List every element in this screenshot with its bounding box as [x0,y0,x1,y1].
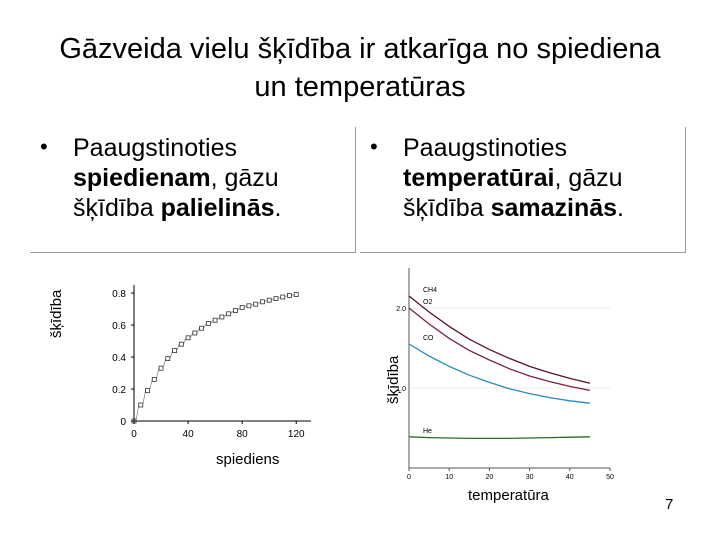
series-label: CH4 [423,287,437,294]
series-line [408,436,590,440]
text-part: , gāzu šķīdība [73,164,279,222]
connector [203,323,207,329]
x-tick-label: 40 [183,429,195,440]
text-part: . [617,194,624,222]
y-tick-label: 0.4 [112,353,126,364]
connector [183,337,187,345]
bullet-text-temperature: Paaugstinoties temperatūrai, gāzu šķīdīb… [403,133,683,223]
connector [284,295,288,298]
connector [155,368,160,380]
text-bold: palielinās [160,194,275,222]
x-tick-label: 0 [131,429,137,440]
series-label: He [423,428,432,435]
x-tick-label: 10 [445,474,453,481]
x-axis-label: spiediens [216,451,280,468]
x-tick-label: 20 [486,474,494,481]
y-tick-label: 2.0 [396,306,406,313]
slide-title: Gāzveida vielu šķīdība ir atkarīga no sp… [59,33,661,103]
text-bold: temperatūrai [403,164,555,192]
y-tick-label: 0 [120,417,126,428]
connector [257,301,261,305]
series-line [408,343,590,404]
connector [210,320,214,324]
x-tick-label: 80 [237,429,249,440]
connector [142,390,146,406]
data-point [293,292,299,298]
connector [237,307,241,311]
connector [135,404,140,422]
y-axis-label: šķīdība [48,289,65,338]
connector [230,310,234,314]
page-number: 7 [665,496,674,513]
bullet-marker: • [370,134,378,159]
connector [196,328,200,334]
text-part: , gāzu šķīdība [403,164,623,222]
text-part: . [274,194,282,222]
y-tick-label: 0.8 [112,289,126,300]
y-tick-label: 0.2 [112,385,126,396]
connector [291,294,295,296]
x-axis-label: temperatūra [468,487,549,504]
bullet-marker: • [40,134,48,159]
series-line [408,307,591,392]
x-tick-label: 0 [407,474,411,481]
connector [162,358,167,369]
series-line [408,295,591,384]
y-tick-label: 1.0 [396,386,406,393]
y-axis-label: šķīdība [385,355,402,404]
connector [216,316,221,321]
series-label: CO [423,335,434,342]
text-bold: samazinās [490,194,618,222]
x-tick-label: 120 [288,429,305,440]
connector [250,303,254,307]
connector [169,350,173,359]
text-bold: spiedienam [73,164,211,192]
connector [189,332,194,338]
x-tick-label: 30 [526,474,534,481]
text-part: Paaugstinoties [73,134,238,162]
x-tick-label: 40 [566,474,574,481]
connector [149,379,153,391]
x-tick-label: 50 [606,474,614,481]
bullet-text-pressure: Paaugstinoties spiedienam, gāzu šķīdība … [73,133,353,223]
text-part: Paaugstinoties [403,134,568,162]
connector [176,344,180,351]
y-tick-label: 0.6 [112,321,126,332]
connector [271,298,275,301]
series-label: O2 [423,299,432,306]
bullet-box-temperature: • Paaugstinoties temperatūrai, gāzu šķīd… [360,127,686,253]
connector [264,299,268,303]
bullet-box-pressure: • Paaugstinoties spiedienam, gāzu šķīdīb… [30,127,356,253]
connector [244,305,248,308]
connector [223,313,227,318]
connector [277,296,281,299]
